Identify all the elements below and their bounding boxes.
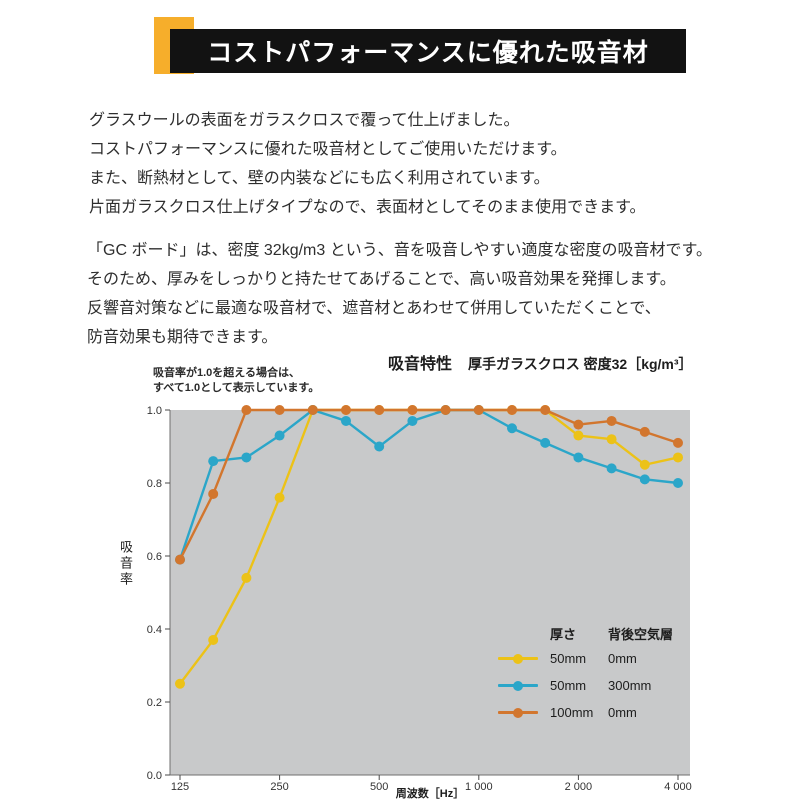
chart-title-main: 吸音特性	[388, 356, 453, 373]
y-axis-label: 吸音率	[118, 540, 133, 588]
intro-line: グラスウールの表面をガラスクロスで覆って仕上げました。	[89, 112, 520, 129]
svg-text:4 000: 4 000	[664, 781, 692, 793]
chart-note-line: 吸音率が1.0を超える場合は、	[153, 367, 300, 379]
legend-air-header: 背後空気層	[608, 627, 674, 642]
chart-title: 吸音特性 厚手ガラスクロス 密度32［kg/m³］	[388, 350, 693, 374]
description-line: そのため、厚みをしっかりと持たせてあげることで、高い吸音効果を発揮します。	[87, 271, 676, 288]
intro-line: コストパフォーマンスに優れた吸音材としてご使用いただけます。	[89, 141, 567, 158]
svg-text:1.0: 1.0	[147, 405, 162, 417]
intro-line: 片面ガラスクロス仕上げタイプなので、表面材としてそのまま使用できます。	[89, 199, 646, 216]
legend-swatch-yellow	[498, 653, 538, 664]
legend-thickness-value: 100mm	[550, 705, 594, 720]
svg-text:1 000: 1 000	[465, 781, 493, 793]
chart-note-line: すべて1.0として表示しています。	[153, 382, 320, 394]
intro-line: また、断熱材として、壁の内装などにも広く利用されています。	[89, 170, 550, 187]
legend-air-value: 300mm	[608, 678, 652, 693]
chart-legend: 厚さ 背後空気層 50mm 0mm 50mm 300mm 100mm 0mm	[498, 625, 673, 726]
intro-paragraph: グラスウールの表面をガラスクロスで覆って仕上げました。 コストパフォーマンスに優…	[89, 106, 645, 222]
description-line: 「GC ボード」は、密度 32kg/m3 という、音を吸音しやすい適度な密度の吸…	[87, 242, 712, 259]
legend-swatch-blue	[498, 680, 538, 691]
legend-dot-yellow	[513, 653, 523, 664]
legend-swatch-column-spacer	[498, 625, 550, 645]
svg-text:2 000: 2 000	[565, 781, 593, 793]
legend-air-value: 0mm	[608, 705, 637, 720]
legend-row: 100mm 0mm	[498, 699, 673, 726]
svg-text:0.4: 0.4	[147, 624, 162, 636]
legend-air-value: 0mm	[608, 651, 637, 666]
legend-header: 厚さ 背後空気層	[498, 625, 673, 645]
page-title: コストパフォーマンスに優れた吸音材	[207, 39, 649, 67]
svg-text:250: 250	[270, 781, 288, 793]
legend-row: 50mm 300mm	[498, 672, 673, 699]
legend-dot-blue	[513, 680, 523, 691]
legend-thickness-value: 50mm	[550, 651, 587, 666]
description-paragraph: 「GC ボード」は、密度 32kg/m3 という、音を吸音しやすい適度な密度の吸…	[87, 236, 712, 352]
title-bar: コストパフォーマンスに優れた吸音材	[170, 29, 686, 73]
legend-row: 50mm 0mm	[498, 645, 673, 672]
absorption-chart: 0.0 0.2 0.4 0.6 0.8 1.0 125 250 500 1 000 2 000 4 0…	[147, 405, 692, 793]
legend-dot-orange	[513, 707, 523, 718]
svg-text:0.8: 0.8	[147, 478, 162, 490]
legend-thickness-header: 厚さ	[550, 627, 577, 642]
description-line: 防音効果も期待できます。	[87, 329, 278, 346]
chart-title-sub: 厚手ガラスクロス 密度32［kg/m³］	[468, 356, 693, 372]
x-axis-label: 周波数［Hz］	[395, 788, 465, 800]
svg-text:500: 500	[370, 781, 388, 793]
legend-thickness-value: 50mm	[550, 678, 587, 693]
legend-swatch-orange	[498, 707, 538, 718]
svg-text:0.6: 0.6	[147, 551, 162, 563]
description-line: 反響音対策などに最適な吸音材で、遮音材とあわせて併用していただくことで、	[87, 300, 661, 317]
svg-text:0.2: 0.2	[147, 697, 162, 709]
chart-note: 吸音率が1.0を超える場合は、 すべて1.0として表示しています。	[153, 366, 319, 396]
svg-text:125: 125	[171, 781, 189, 793]
svg-text:0.0: 0.0	[147, 770, 162, 782]
